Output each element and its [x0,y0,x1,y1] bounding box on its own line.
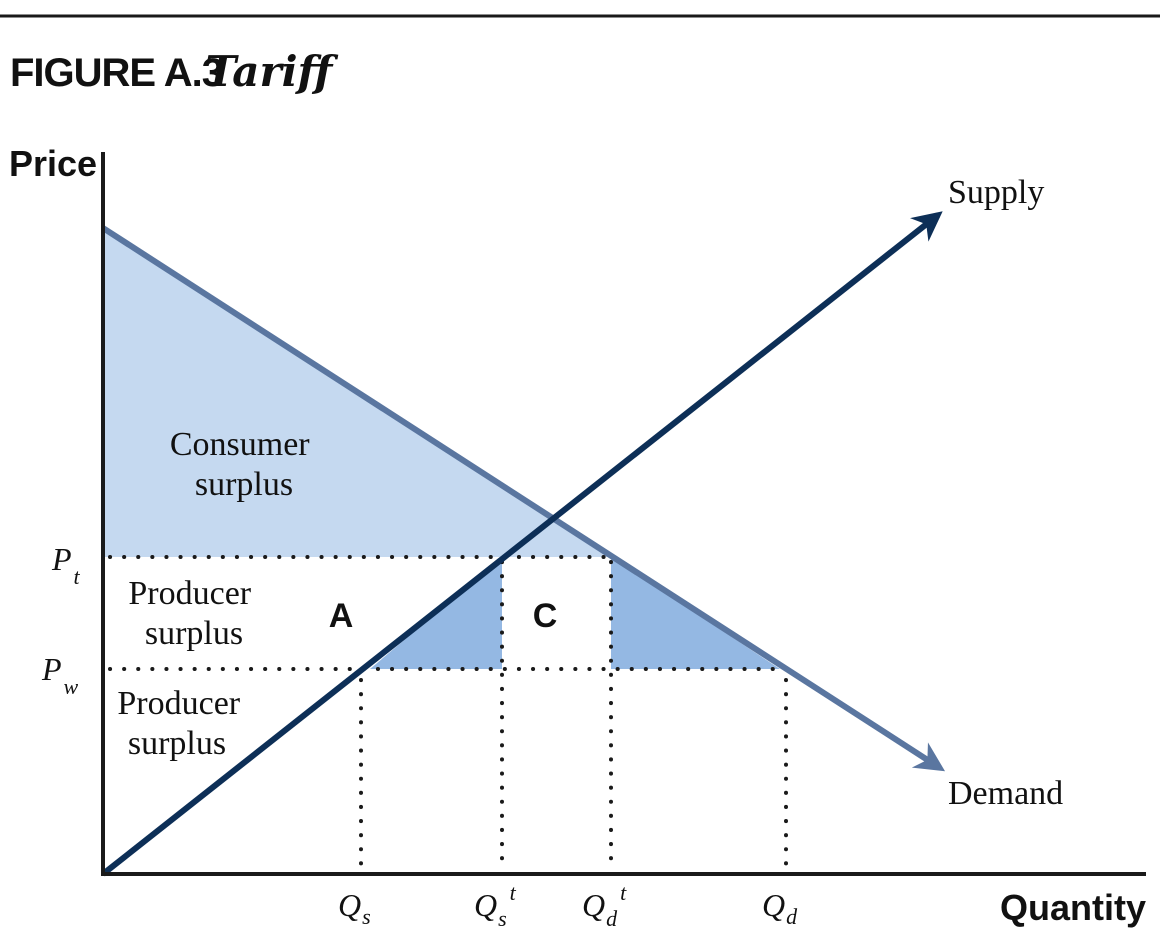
pt-sub: t [74,564,81,589]
qdt-sup: t [620,880,627,905]
figure-number-text: FIGURE A.3 [10,51,223,95]
producer-surplus-lower-line-1: Producer [117,685,240,722]
producer-surplus-lower-label: Producer surplus [117,685,248,762]
qd-tick-label: Qd [762,887,798,929]
figure-title: Tariff [205,47,339,96]
qd-sub: d [786,904,798,929]
x-axis-label: Quantity [1000,887,1146,928]
producer-surplus-upper-line-1: Producer [128,575,251,612]
qst-main: Q [474,887,497,923]
qdt-main: Q [582,887,605,923]
supply-label: Supply [948,174,1044,211]
consumer-surplus-line-2: surplus [195,466,293,503]
supply-curve [101,211,943,877]
y-axis-label: Price [9,143,97,184]
pw-sub: w [64,674,79,699]
demand-curve [101,225,946,772]
pt-main: P [51,541,72,577]
qst-tick-label: Qst [474,880,517,931]
producer-surplus-lower-line-2: surplus [128,725,226,762]
qs-tick-label: Qs [338,887,371,929]
consumer-surplus-label: Consumer surplus [170,426,318,503]
consumer-surplus-line-1: Consumer [170,426,310,463]
qd-main: Q [762,887,785,923]
producer-surplus-upper-label: Producer surplus [128,575,259,652]
pw-main: P [41,651,62,687]
qdt-tick-label: Qdt [582,880,627,931]
producer-surplus-upper-line-2: surplus [145,615,243,652]
qst-sup: t [510,880,517,905]
qs-sub: s [362,904,371,929]
qs-main: Q [338,887,361,923]
qst-sub: s [498,906,507,931]
area-a-label: A [329,597,354,635]
pw-tick-label: Pw [41,651,79,699]
qdt-sub: d [606,906,618,931]
demand-label: Demand [948,775,1063,812]
area-c-label: C [533,597,558,635]
pt-tick-label: Pt [51,541,81,589]
figure-number: FIGURE A.3 [10,51,223,95]
